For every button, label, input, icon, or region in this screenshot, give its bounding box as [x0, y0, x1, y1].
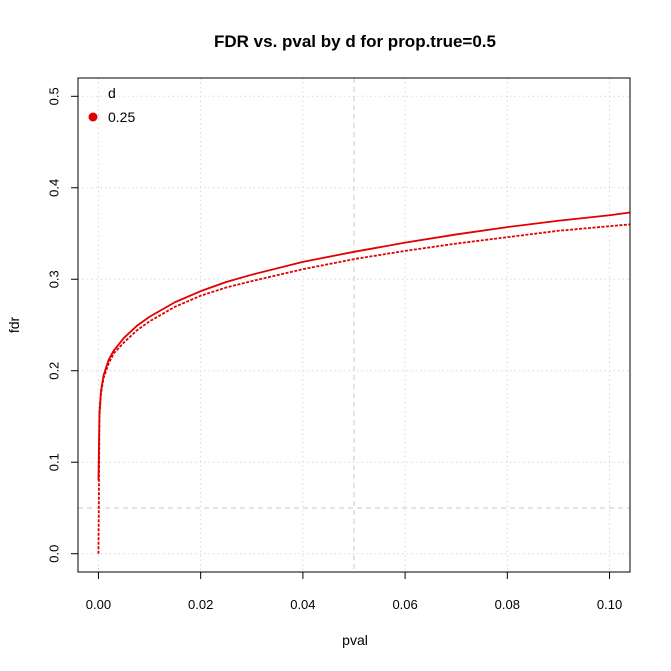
y-axis: 0.0 0.1 0.2 0.3 0.4 0.5	[47, 87, 79, 563]
y-axis-title: fdr	[6, 316, 22, 333]
y-tick-label: 0.4	[47, 179, 62, 197]
y-tick-label: 0.1	[47, 453, 62, 471]
legend-label-0.25: 0.25	[108, 109, 135, 125]
series-layer	[97, 211, 630, 554]
y-tick-label: 0.3	[47, 270, 62, 288]
reference-lines	[78, 78, 630, 572]
x-tick-label: 0.00	[86, 597, 111, 612]
legend: d 0.25	[88, 85, 135, 125]
y-tick-label: 0.5	[47, 87, 62, 105]
x-tick-label: 0.08	[495, 597, 520, 612]
x-tick-label: 0.04	[290, 597, 315, 612]
y-tick-label: 0.0	[47, 545, 62, 563]
series-line-solid	[97, 211, 630, 481]
x-axis-title: pval	[342, 632, 368, 648]
x-axis: 0.00 0.02 0.04 0.06 0.08 0.10	[86, 571, 622, 612]
legend-marker-0.25	[88, 112, 98, 122]
legend-title: d	[108, 85, 116, 101]
series-line-dashed	[97, 223, 630, 554]
x-tick-label: 0.06	[392, 597, 417, 612]
chart-title: FDR vs. pval by d for prop.true=0.5	[214, 32, 496, 51]
x-tick-label: 0.10	[597, 597, 622, 612]
x-tick-label: 0.02	[188, 597, 213, 612]
y-tick-label: 0.2	[47, 362, 62, 380]
